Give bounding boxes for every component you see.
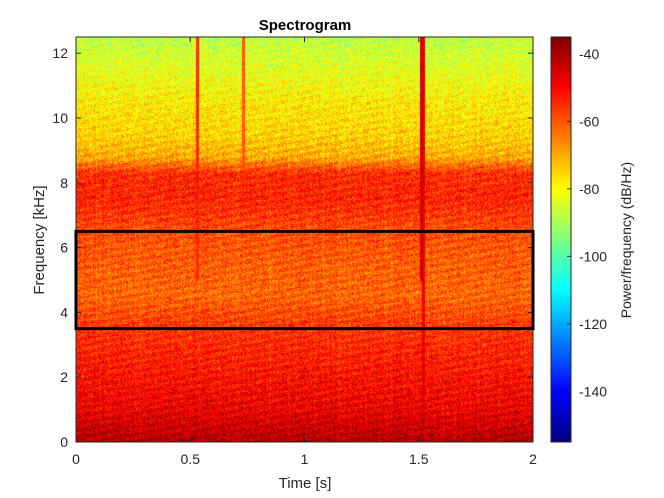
y-axis-label: Frequency [kHz]: [31, 185, 48, 294]
y-tick-label: 8: [60, 175, 68, 191]
colorbar-tick-label: -60: [579, 113, 599, 129]
x-tick-label: 0: [72, 451, 80, 467]
y-tick-label: 6: [60, 240, 68, 256]
colorbar-label: Power/frequency (dB/Hz): [618, 162, 634, 318]
x-tick-label: 0.5: [181, 451, 201, 467]
colorbar: -140 -120 -100 -80 -60 -40 Power/frequency (d…: [550, 36, 634, 443]
y-tick-label: 12: [52, 45, 68, 61]
colorbar-tick-label: -80: [579, 181, 599, 197]
chart-title: Spectrogram: [259, 17, 352, 34]
colorbar-tick-label: -40: [579, 46, 599, 62]
y-tick-label: 4: [60, 304, 68, 320]
colorbar-tick-label: -120: [579, 316, 607, 332]
x-tick-label: 2: [529, 451, 537, 467]
highlight-rectangle: [74, 229, 535, 331]
x-tick-label: 1: [301, 451, 309, 467]
spectrogram-heatmap: [76, 37, 533, 442]
colorbar-tick-label: -140: [579, 383, 607, 399]
y-tick-label: 10: [52, 110, 68, 126]
colorbar-frame: [550, 36, 572, 443]
y-tick-label: 0: [60, 434, 68, 450]
plot-area: [75, 36, 534, 443]
y-tick-label: 2: [60, 369, 68, 385]
x-axis: 0 0.5 1 1.5 2: [72, 37, 537, 467]
colorbar-tick-label: -100: [579, 248, 607, 264]
x-axis-label: Time [s]: [279, 475, 332, 492]
x-tick-label: 1.5: [409, 451, 429, 467]
colorbar-gradient: [551, 37, 571, 442]
